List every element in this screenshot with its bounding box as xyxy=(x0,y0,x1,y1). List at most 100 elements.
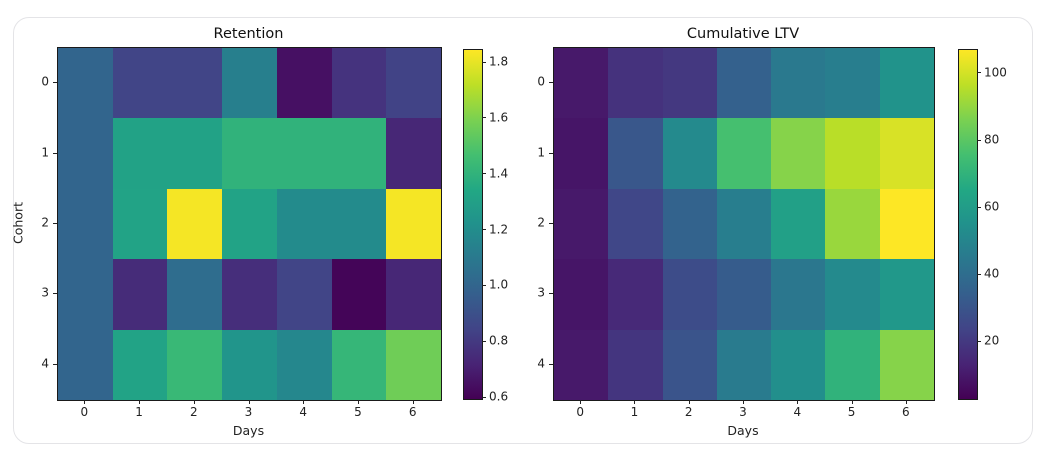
heatmap-cell xyxy=(608,48,663,119)
y-tick-label: 2 xyxy=(41,215,49,230)
heatmap-cell xyxy=(386,188,441,260)
heatmap-cell xyxy=(386,118,441,189)
heatmap-cell xyxy=(554,188,609,260)
x-tick-label: 1 xyxy=(135,405,143,419)
x-tick-label: 3 xyxy=(244,405,253,419)
heatmap-cell xyxy=(716,48,772,119)
heatmap-cell xyxy=(112,188,168,260)
x-tick-mark xyxy=(412,400,414,404)
heatmap-cell xyxy=(608,329,663,400)
retention-heatmap-axes xyxy=(57,47,442,401)
heatmap-cell xyxy=(386,259,441,330)
colorbar-tick-label: 80 xyxy=(984,132,1000,147)
y-tick-mark xyxy=(549,363,553,365)
colorbar-tick-label: 1.4 xyxy=(489,166,509,181)
cumulative-ltv-heatmap-axes xyxy=(553,47,935,401)
x-tick-label: 2 xyxy=(684,405,693,419)
y-tick-mark xyxy=(53,223,57,224)
heatmap-cell xyxy=(716,259,772,330)
heatmap-cell xyxy=(222,329,277,400)
y-tick-mark xyxy=(53,293,57,295)
colorbar-tick-mark xyxy=(977,340,981,342)
y-tick-label: 0 xyxy=(41,74,49,89)
colorbar-tick-mark xyxy=(482,173,486,175)
colorbar-tick-mark xyxy=(482,396,486,398)
colorbar-tick-mark xyxy=(977,72,981,74)
y-tick-mark xyxy=(549,82,553,84)
heatmap-cell xyxy=(554,329,609,400)
heatmap-cell xyxy=(771,329,826,400)
x-tick-mark xyxy=(139,400,141,404)
heatmap-cell xyxy=(386,329,441,400)
x-tick-label: 1 xyxy=(630,405,639,419)
x-tick-label: 5 xyxy=(847,405,856,419)
y-tick-label: 2 xyxy=(537,215,545,230)
heatmap-cell xyxy=(167,118,223,189)
heatmap-cell xyxy=(771,259,826,330)
y-tick-label: 0 xyxy=(537,74,545,89)
y-tick-mark xyxy=(53,363,57,365)
x-tick-label: 3 xyxy=(739,405,747,419)
heatmap-cell xyxy=(825,329,880,400)
x-tick-label: 4 xyxy=(299,405,308,419)
heatmap-cell xyxy=(276,329,332,400)
x-tick-label: 0 xyxy=(80,405,89,419)
heatmap-cell xyxy=(771,188,826,260)
colorbar-tick-mark xyxy=(977,206,981,208)
colorbar-tick-mark xyxy=(977,273,981,275)
heatmap-cell xyxy=(222,188,277,260)
colorbar-tick-label: 0.6 xyxy=(489,389,509,404)
x-tick-label: 6 xyxy=(408,405,417,419)
heatmap-cell xyxy=(662,188,717,260)
colorbar-tick-mark xyxy=(482,61,486,63)
heatmap-cell xyxy=(58,118,113,189)
x-tick-label: 2 xyxy=(189,405,198,419)
heatmap-cell xyxy=(167,259,223,330)
x-tick-label: 4 xyxy=(793,405,802,419)
heatmap-cell xyxy=(608,188,663,260)
colorbar-tick-label: 1.8 xyxy=(489,54,509,69)
x-tick-label: 5 xyxy=(354,405,362,419)
heatmap-cell xyxy=(554,259,609,330)
heatmap-cell xyxy=(331,188,387,260)
heatmap-cell xyxy=(331,48,387,119)
heatmap-cell xyxy=(662,118,717,189)
heatmap-cell xyxy=(58,48,113,119)
x-tick-label: 0 xyxy=(576,405,584,419)
x-axis-label-days: Days xyxy=(232,423,265,438)
heatmap-cell xyxy=(879,188,934,260)
colorbar-tick-label: 1.6 xyxy=(489,110,509,125)
colorbar-tick-mark xyxy=(482,340,486,342)
x-tick-mark xyxy=(193,400,195,404)
heatmap-cell xyxy=(276,118,332,189)
cumulative-ltv-colorbar xyxy=(958,49,978,400)
heatmap-cell xyxy=(222,118,277,189)
x-axis-label-days: Days xyxy=(727,423,759,438)
heatmap-cell xyxy=(879,329,934,400)
heatmap-cell xyxy=(771,118,826,189)
heatmap-cell xyxy=(276,48,332,119)
heatmap-cell xyxy=(167,48,223,119)
y-tick-label: 3 xyxy=(537,285,545,300)
heatmap-cell xyxy=(112,48,168,119)
x-tick-mark xyxy=(248,400,250,404)
colorbar-tick-label: 1.2 xyxy=(489,222,509,237)
y-tick-label: 4 xyxy=(41,356,49,371)
colorbar-tick-mark xyxy=(482,229,486,231)
heatmap-cell xyxy=(879,259,934,330)
colorbar-tick-mark xyxy=(482,117,486,119)
heatmap-cell xyxy=(112,118,168,189)
heatmap-cell xyxy=(662,329,717,400)
x-tick-mark xyxy=(357,400,359,404)
y-tick-label: 3 xyxy=(41,285,49,300)
colorbar-tick-label: 0.8 xyxy=(489,333,509,348)
y-tick-mark xyxy=(549,293,553,295)
heatmap-cell xyxy=(662,48,717,119)
x-tick-mark xyxy=(84,400,86,404)
heatmap-cell xyxy=(825,188,880,260)
heatmap-cell xyxy=(331,329,387,400)
heatmap-cell xyxy=(879,48,934,119)
heatmap-cell xyxy=(716,188,772,260)
